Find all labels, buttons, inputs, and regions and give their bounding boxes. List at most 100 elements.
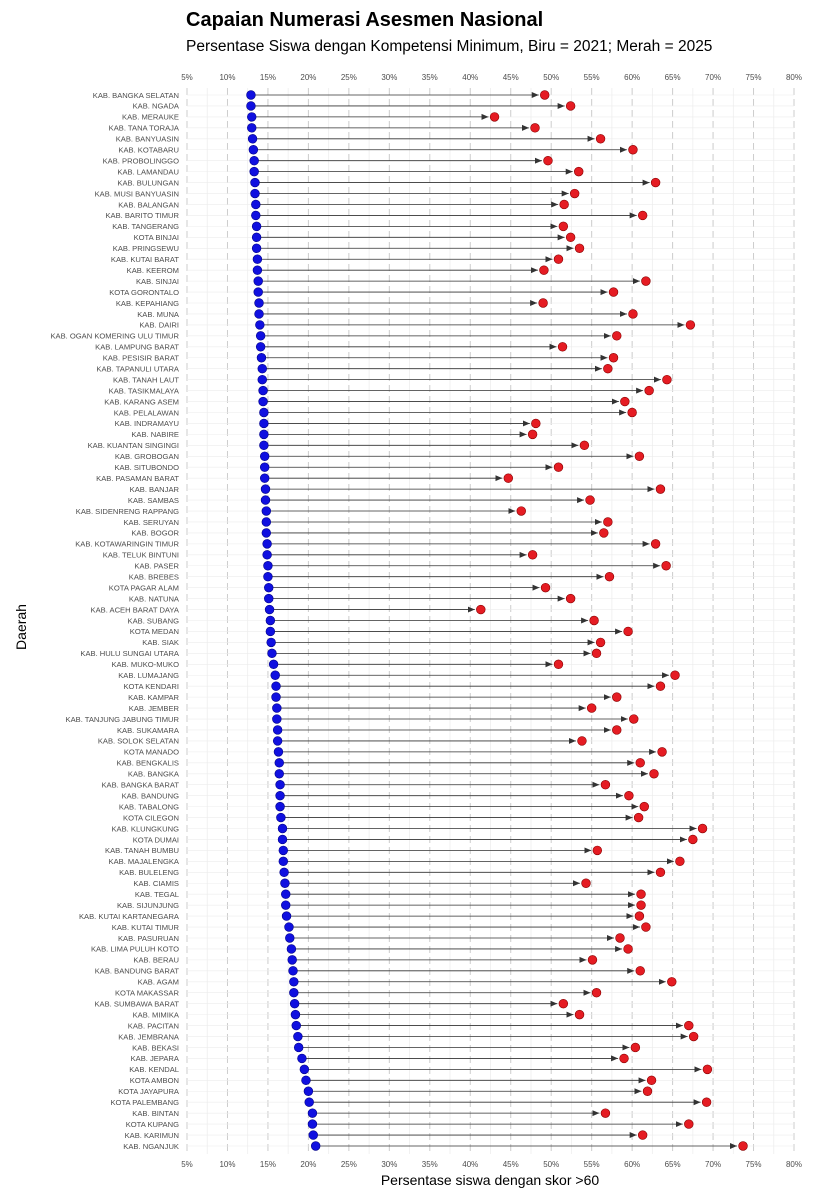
x-tick-label-bottom: 80% [786, 1160, 802, 1169]
x-tick-label-bottom: 20% [300, 1160, 316, 1169]
point-2025 [646, 1075, 657, 1086]
category-label: KAB. TANJUNG JABUNG TIMUR [66, 715, 180, 724]
point-2025 [641, 276, 651, 286]
point-2021 [281, 900, 291, 910]
x-tick-label-top: 15% [260, 73, 276, 82]
category-label: KAB. KENDAL [129, 1065, 179, 1074]
point-2025 [634, 451, 645, 461]
category-label: KAB. KOTAWARINGIN TIMUR [75, 540, 179, 549]
x-tick-label-bottom: 25% [341, 1160, 357, 1169]
category-label: KAB. MIMIKA [133, 1010, 180, 1019]
point-2025 [612, 331, 622, 341]
category-label: KAB. SERUYAN [123, 518, 179, 527]
point-2021 [261, 506, 272, 516]
x-tick-label-bottom: 65% [665, 1160, 681, 1169]
category-label: KAB. LIMA PULUH KOTO [91, 945, 179, 954]
category-label: KAB. CIAMIS [133, 879, 179, 888]
point-2021 [257, 374, 267, 385]
point-2021 [304, 1097, 314, 1107]
point-2025 [516, 506, 526, 516]
category-label: KAB. BENGKALIS [117, 759, 179, 768]
point-2025 [587, 955, 598, 965]
point-2025 [574, 1009, 585, 1020]
category-label: KAB. BANYUASIN [116, 135, 179, 144]
x-tick-label-top: 65% [665, 73, 681, 82]
x-tick-label-bottom: 15% [260, 1160, 276, 1169]
point-2021 [272, 714, 282, 724]
point-2021 [278, 845, 289, 856]
x-tick-label-top: 50% [543, 73, 559, 82]
point-2025 [633, 812, 644, 823]
category-label: KAB. PACITAN [128, 1021, 179, 1030]
point-2025 [649, 769, 659, 779]
category-label: KAB. SUMBAWA BARAT [94, 999, 179, 1008]
category-label: KAB. BANJAR [130, 485, 180, 494]
category-label: KAB. SIDENRENG RAPPANG [76, 507, 179, 516]
x-tick-label-top: 70% [705, 73, 721, 82]
x-tick-label-top: 5% [181, 73, 193, 82]
point-2025 [527, 429, 538, 440]
x-axis-label: Persentase siswa dengan skor >60 [381, 1172, 600, 1188]
point-2021 [281, 889, 291, 899]
point-2021 [254, 309, 264, 319]
category-label: KAB. MUKO-MUKO [111, 660, 179, 669]
point-2025 [595, 134, 606, 144]
point-2021 [307, 1119, 318, 1129]
category-label: KOTA KENDARI [123, 682, 179, 691]
x-tick-label-top: 25% [341, 73, 357, 82]
category-label: KAB. LUMAJANG [118, 671, 179, 680]
point-2025 [635, 758, 645, 768]
point-2021 [275, 801, 285, 812]
point-2025 [655, 484, 666, 494]
category-label: KAB. TASIKMALAYA [109, 386, 180, 395]
point-2025 [675, 856, 685, 867]
point-2021 [286, 944, 297, 954]
category-label: KAB. BERAU [133, 956, 179, 965]
category-label: KAB. PELALAWAN [114, 408, 179, 417]
point-2021 [259, 418, 269, 429]
point-2025 [684, 1119, 694, 1129]
point-2025 [565, 232, 576, 243]
point-2025 [557, 342, 568, 352]
category-label: KAB. JEPARA [131, 1054, 180, 1063]
point-2021 [263, 572, 273, 582]
point-2021 [261, 517, 272, 527]
point-2021 [257, 363, 267, 374]
category-label: KAB. BOGOR [131, 529, 179, 538]
point-2025 [608, 287, 619, 297]
category-label: KAB. BREBES [129, 573, 179, 582]
point-2025 [629, 714, 639, 724]
point-2021 [250, 177, 260, 188]
point-2021 [287, 955, 297, 965]
category-label: KAB. KARIMUN [125, 1131, 179, 1140]
point-2021 [251, 232, 262, 243]
point-2025 [553, 462, 564, 472]
y-axis-label: Daerah [13, 604, 29, 650]
point-2021 [274, 758, 284, 768]
category-label: KAB. TANA TORAJA [109, 124, 180, 133]
point-2025 [685, 320, 696, 330]
point-2021 [275, 780, 285, 790]
point-2021 [284, 922, 294, 932]
point-2025 [620, 396, 630, 407]
point-2021 [262, 539, 272, 549]
point-2021 [247, 123, 257, 133]
point-2021 [310, 1141, 321, 1151]
category-label: KAB. BEKASI [132, 1043, 179, 1052]
point-2021 [285, 933, 295, 943]
point-2025 [531, 418, 541, 429]
category-label: KAB. MERAUKE [122, 113, 179, 122]
point-2021 [260, 495, 271, 505]
point-2025 [558, 221, 569, 232]
point-2025 [635, 966, 645, 976]
point-2025 [684, 1020, 694, 1031]
x-tick-label-top: 10% [219, 73, 235, 82]
x-tick-label-top: 60% [624, 73, 640, 82]
point-2025 [543, 155, 553, 166]
point-2025 [603, 517, 613, 527]
point-2025 [642, 1086, 653, 1096]
point-2025 [697, 823, 708, 834]
point-2021 [264, 593, 274, 604]
point-2025 [636, 889, 646, 899]
